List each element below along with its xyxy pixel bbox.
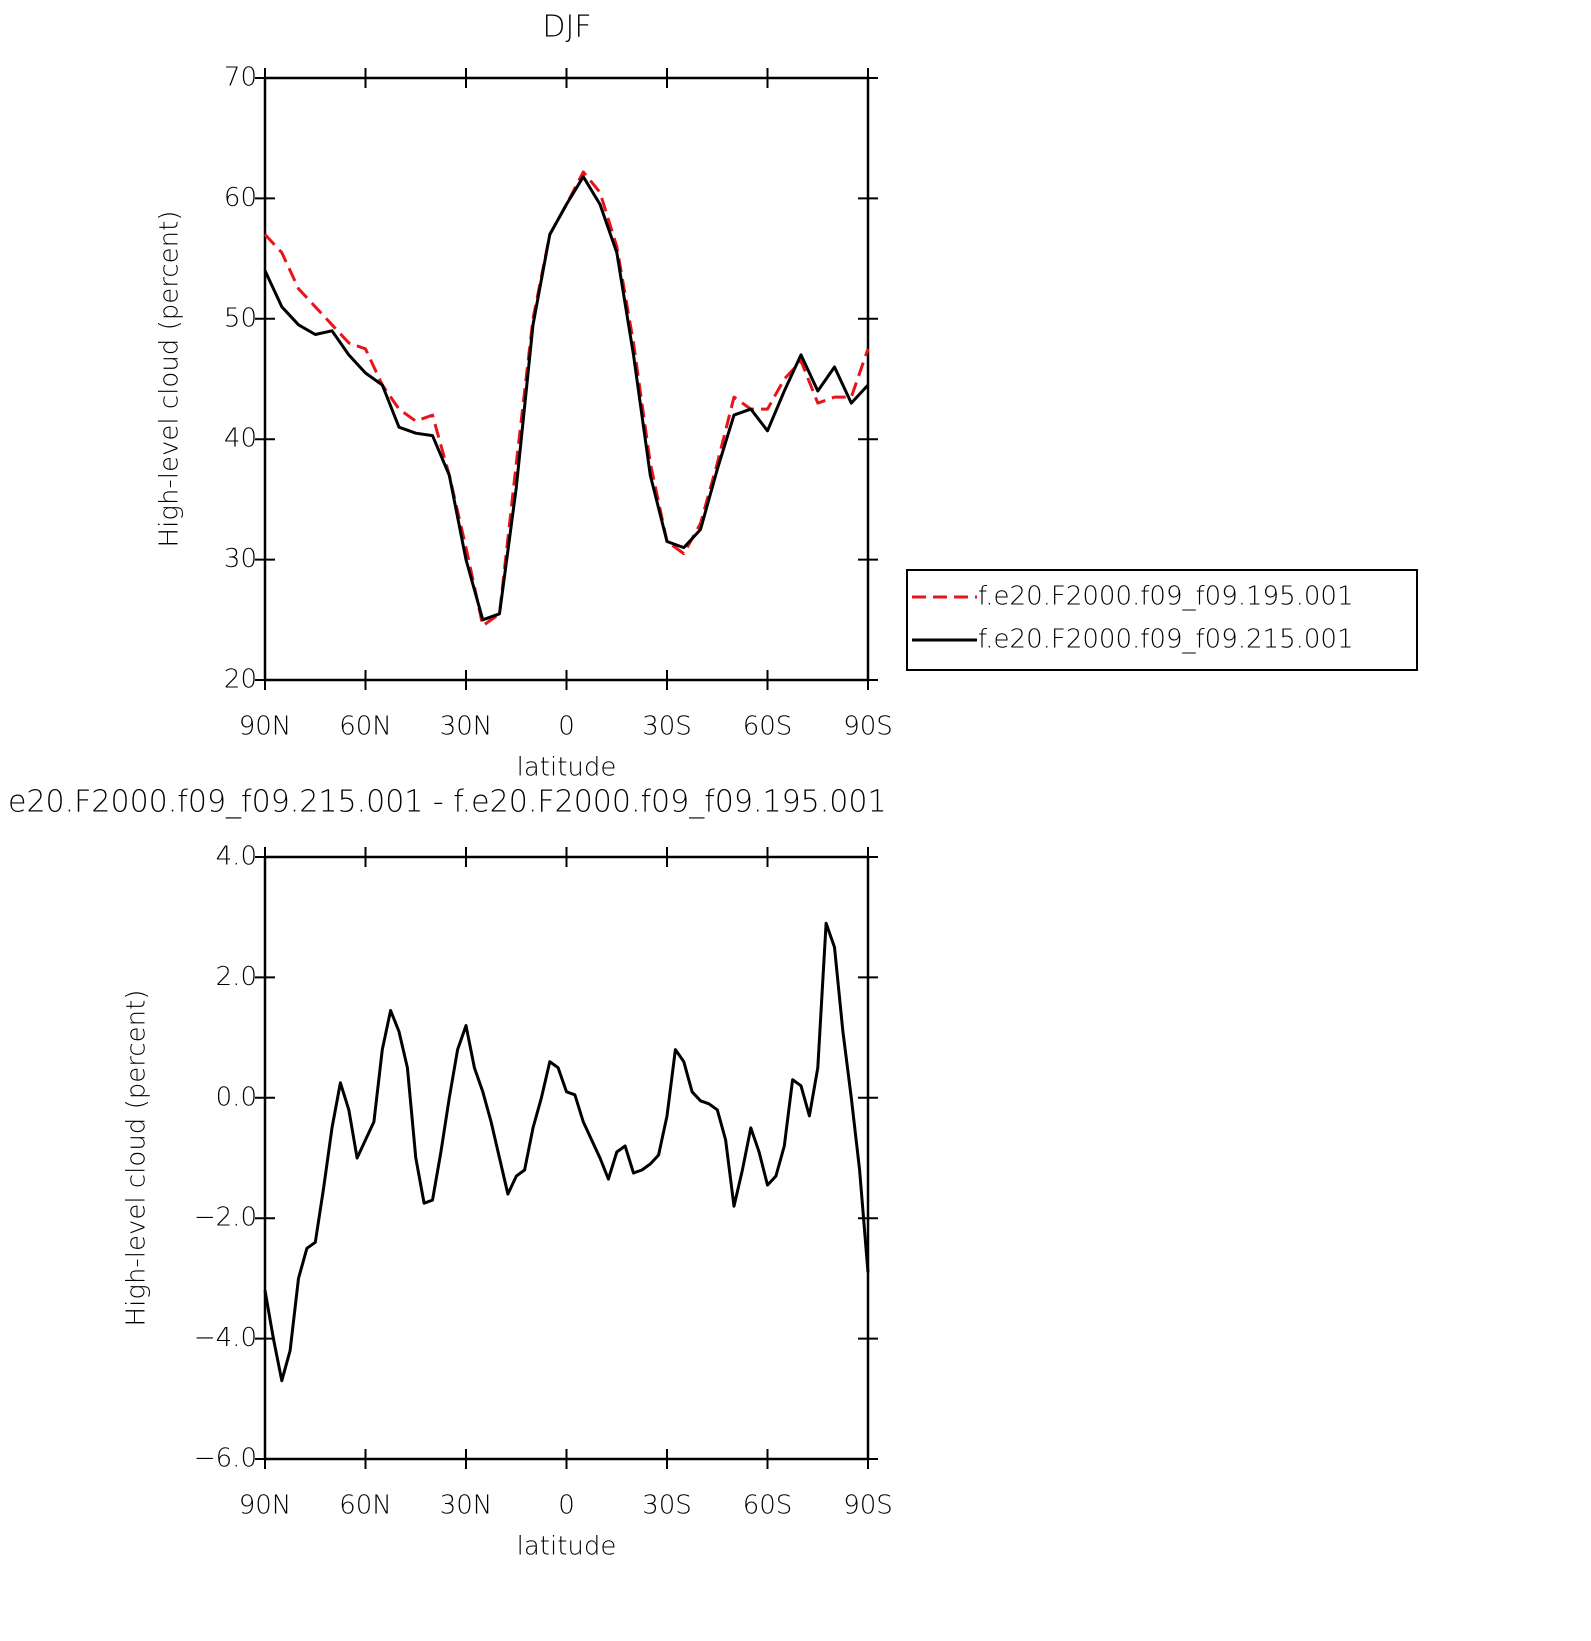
x-tick-label: 30N [440, 1491, 493, 1521]
chart-title: e20.F2000.f09_f09.215.001 - f.e20.F2000.… [8, 785, 887, 820]
x-tick-label: 30N [440, 712, 493, 742]
x-tick-label: 60S [743, 1491, 793, 1521]
y-tick-label: 50 [224, 303, 257, 333]
y-tick-label: 2.0 [216, 962, 257, 992]
y-axis-label: High-level cloud (percent) [122, 990, 152, 1327]
y-axis-label: High-level cloud (percent) [155, 211, 185, 548]
legend-label: f.e20.F2000.f09_f09.195.001 [978, 582, 1354, 612]
y-tick-label: −2.0 [194, 1203, 257, 1233]
x-tick-label: 30S [642, 712, 692, 742]
y-tick-label: 60 [224, 183, 257, 213]
x-axis-label: latitude [517, 1532, 617, 1562]
plot-frame [263, 76, 870, 682]
x-tick-label: 90N [239, 1491, 292, 1521]
x-tick-label: 90S [843, 1491, 893, 1521]
y-tick-label: 30 [224, 544, 257, 574]
series-line [263, 921, 870, 1383]
x-tick-label: 60N [339, 712, 392, 742]
y-tick-label: −6.0 [194, 1444, 257, 1474]
legend-label: f.e20.F2000.f09_f09.215.001 [978, 625, 1354, 655]
y-tick-label: 4.0 [216, 842, 257, 872]
x-tick-label: 30S [642, 1491, 692, 1521]
chart-title: DJF [542, 10, 591, 45]
x-tick-label: 60N [339, 1491, 392, 1521]
y-tick-label: 20 [224, 665, 257, 695]
legend-box [906, 569, 1418, 671]
plot-frame [263, 855, 870, 1461]
x-tick-label: 90N [239, 712, 292, 742]
y-tick-label: 40 [224, 424, 257, 454]
x-tick-label: 90S [843, 712, 893, 742]
series-line [263, 170, 870, 628]
x-tick-label: 0 [558, 1491, 575, 1521]
y-tick-label: 0.0 [216, 1082, 257, 1112]
x-tick-label: 60S [743, 712, 793, 742]
series-line [263, 175, 870, 622]
y-tick-label: 70 [224, 63, 257, 93]
y-tick-label: −4.0 [194, 1323, 257, 1353]
x-axis-label: latitude [517, 753, 617, 783]
x-tick-label: 0 [558, 712, 575, 742]
